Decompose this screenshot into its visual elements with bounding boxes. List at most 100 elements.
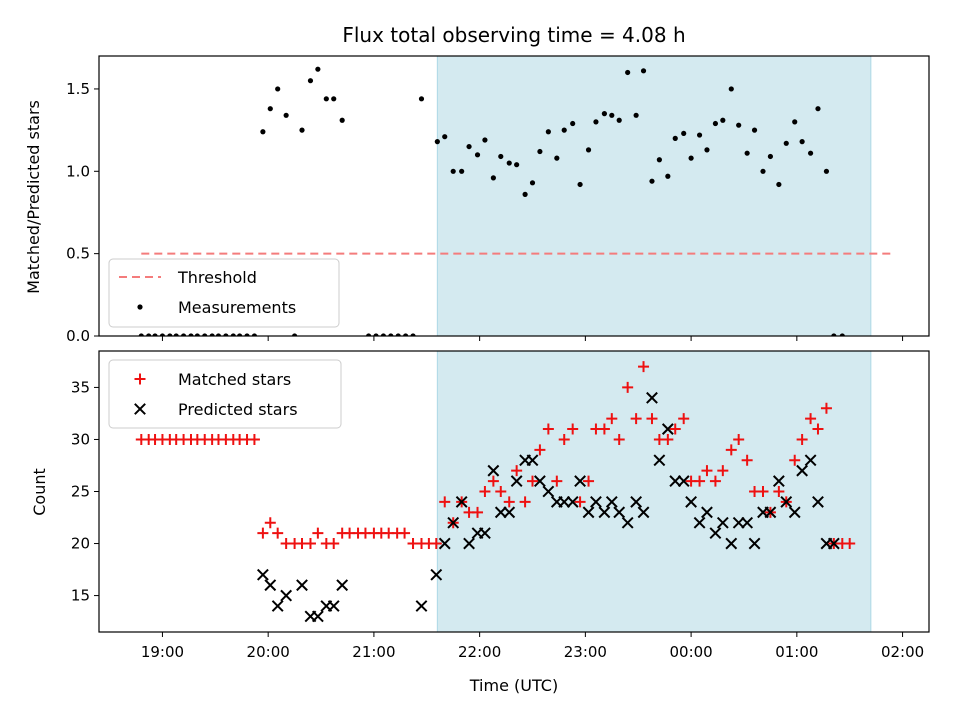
- x-tick-label: 19:00: [141, 643, 184, 661]
- matched-star-point: [519, 496, 531, 508]
- measurement-point: [585, 147, 592, 153]
- matched-star-point: [757, 486, 769, 497]
- measurement-point: [292, 333, 298, 336]
- predicted-star-point: [646, 391, 658, 404]
- matched-star-point: [638, 361, 650, 373]
- measurement-point: [380, 333, 387, 336]
- measurement-point: [138, 333, 144, 336]
- matched-star-point: [669, 423, 681, 435]
- predicted-star-point: [479, 527, 491, 540]
- matched-star-point: [844, 538, 856, 550]
- predicted-star-point: [438, 537, 451, 550]
- predicted-star-point: [709, 527, 722, 540]
- measurement-point: [522, 191, 528, 197]
- matched-star-point: [630, 413, 642, 425]
- measurement-point: [299, 127, 305, 133]
- measurement-point: [656, 157, 662, 163]
- predicted-star-point: [271, 600, 284, 612]
- measurement-point: [537, 148, 543, 155]
- matched-star-point: [646, 413, 658, 425]
- measurement-point: [649, 178, 655, 184]
- matched-star-point: [678, 413, 690, 425]
- matched-star-point: [511, 465, 523, 477]
- matched-star-point: [534, 444, 546, 456]
- x-axis-label: Time (UTC): [469, 676, 558, 695]
- predicted-star-point: [725, 537, 738, 550]
- predicted-star-point: [796, 464, 809, 477]
- measurement-point: [720, 117, 726, 123]
- measurement-point: [783, 140, 789, 146]
- predicted-star-point: [653, 454, 666, 467]
- measurement-point: [688, 155, 694, 161]
- matched-star-point: [479, 486, 491, 497]
- predicted-star-point: [487, 464, 500, 477]
- top-axes-frame: [98, 55, 930, 337]
- measurement-point: [665, 173, 671, 179]
- matched-star-point: [805, 413, 817, 425]
- matched-star-point: [439, 496, 451, 508]
- measurement-point: [202, 333, 208, 336]
- matched-star-point: [622, 381, 634, 393]
- matched-star-point: [527, 475, 539, 487]
- predicted-star-point: [788, 506, 801, 519]
- matched-star-point: [741, 454, 753, 466]
- measurement-point: [388, 333, 394, 336]
- predicted-star-point: [637, 506, 650, 519]
- matched-star-point: [662, 433, 674, 445]
- predicted-star-point: [256, 568, 269, 581]
- predicted-star-point: [812, 495, 824, 508]
- measurement-point: [159, 333, 166, 336]
- measurement-point: [215, 333, 222, 336]
- predicted-star-point: [613, 506, 626, 519]
- matched-star-point: [717, 465, 729, 477]
- matched-star-point: [789, 454, 801, 466]
- measurement-point: [751, 127, 758, 133]
- measurement-point: [767, 153, 774, 160]
- measurement-point: [275, 86, 281, 92]
- measurement-point: [545, 129, 551, 135]
- measurement-point: [776, 181, 782, 188]
- matched-star-point: [304, 538, 316, 550]
- predicted-star-point: [741, 516, 754, 529]
- measurement-point: [633, 112, 639, 118]
- bottom-y-tick-label: 35: [71, 378, 90, 396]
- measurement-point: [640, 68, 647, 74]
- matched-star-point: [430, 538, 442, 550]
- measurement-point: [251, 333, 258, 336]
- measurement-point: [373, 333, 379, 336]
- measurement-point: [331, 96, 337, 102]
- predicted-star-point: [693, 516, 706, 529]
- measurement-point: [712, 120, 719, 127]
- measurement-point: [672, 135, 678, 141]
- predicted-star-point: [503, 506, 516, 519]
- top-legend-box: [108, 258, 340, 328]
- measurement-point: [339, 117, 345, 123]
- matched-star-point: [542, 423, 554, 435]
- x-tick-label: 23:00: [564, 643, 607, 661]
- measurement-point: [704, 147, 710, 153]
- predicted-star-point: [669, 475, 682, 488]
- measurement-point: [173, 333, 179, 336]
- measurement-point: [823, 168, 830, 174]
- measurement-point: [244, 333, 250, 336]
- matched-star-point: [709, 475, 721, 487]
- measurement-point: [230, 333, 236, 336]
- bottom-y-tick-label: 20: [71, 535, 90, 553]
- measurement-points: [138, 66, 845, 336]
- matched-star-point: [248, 433, 260, 445]
- measurement-point: [482, 137, 488, 143]
- bottom-y-tick-label: 15: [71, 587, 90, 605]
- predicted-star-point: [463, 537, 475, 550]
- measurement-point: [799, 139, 805, 145]
- top-y-tick-label: 1.5: [66, 80, 90, 98]
- predicted-star-point: [630, 495, 643, 508]
- matched-star-point: [272, 527, 284, 539]
- top-highlight-span: [437, 56, 871, 336]
- predicted-star-point: [732, 516, 745, 529]
- predicted-star-point: [574, 475, 586, 488]
- x-tick-label: 01:00: [775, 643, 818, 661]
- measurement-point: [616, 117, 622, 123]
- measurement-point: [267, 106, 273, 112]
- measurement-point: [315, 66, 321, 72]
